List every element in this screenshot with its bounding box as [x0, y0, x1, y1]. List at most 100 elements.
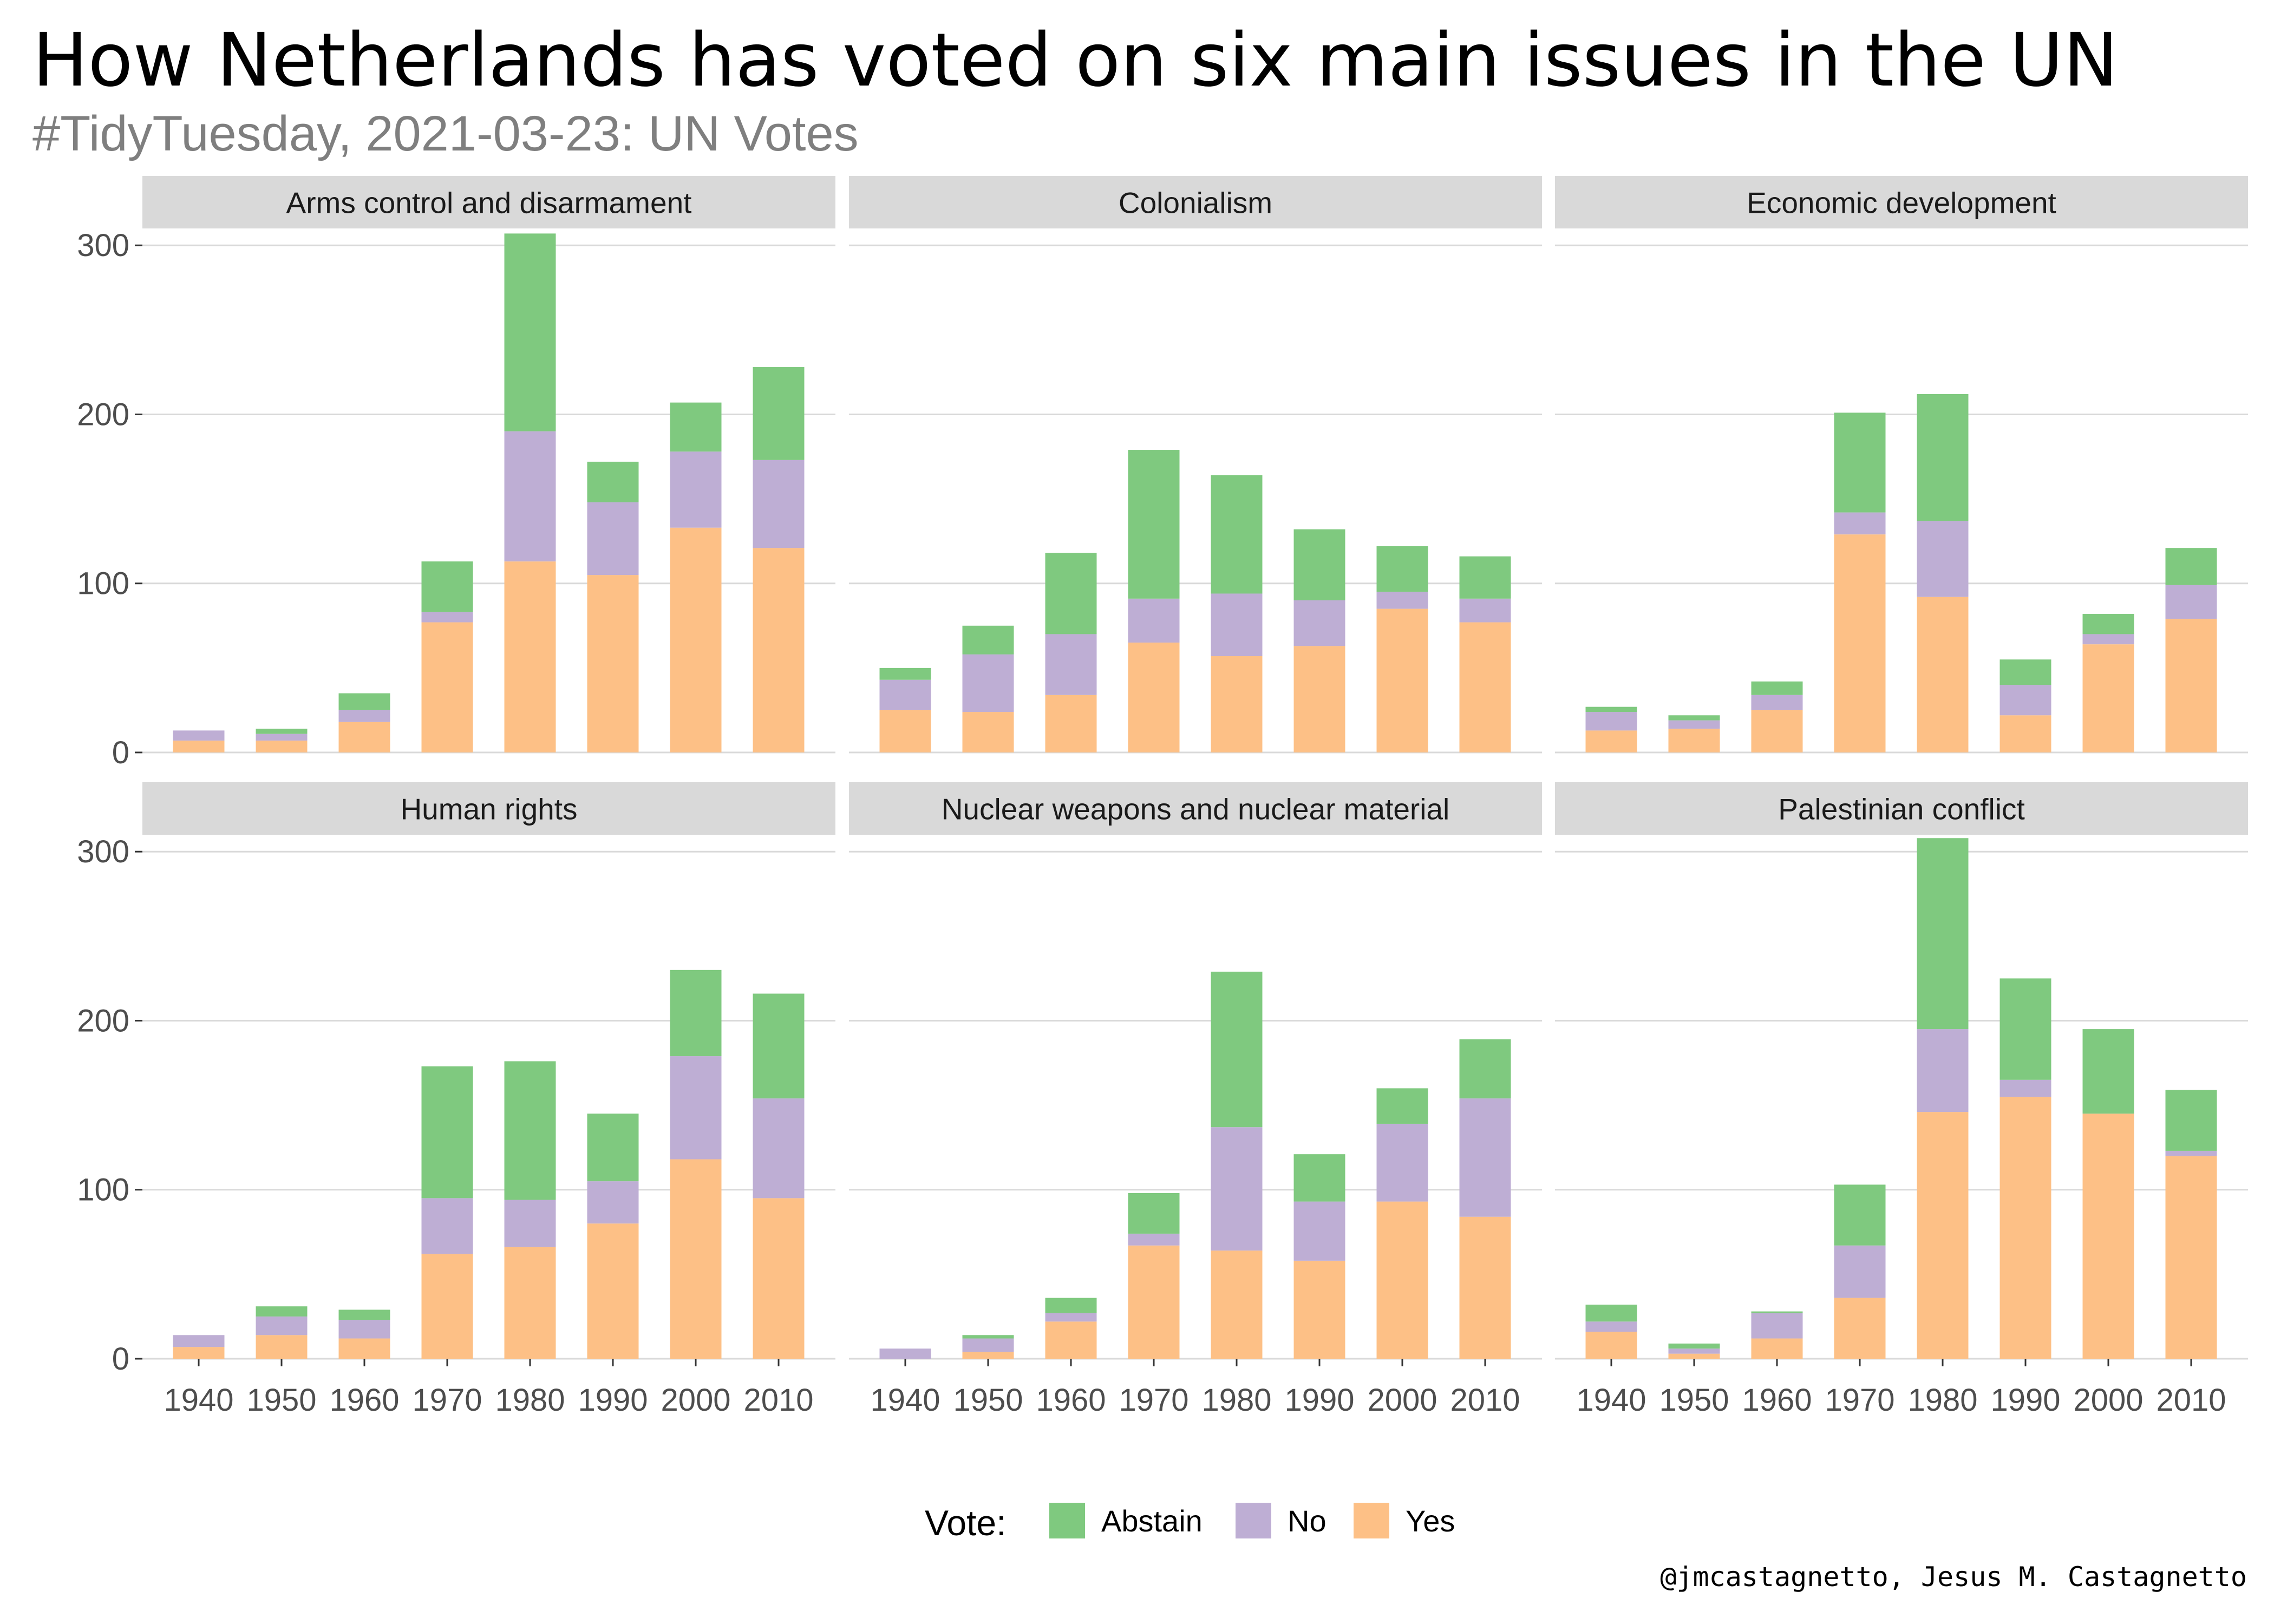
facet-strip-label: Economic development — [1747, 186, 2056, 220]
bar-yes-1960 — [1045, 695, 1097, 752]
bar-no-1940 — [173, 1335, 225, 1347]
facet-strip — [1555, 782, 2248, 835]
x-tick-label: 1980 — [1201, 1383, 1271, 1418]
x-tick-label: 2010 — [2156, 1383, 2226, 1418]
bar-no-2000 — [670, 1056, 722, 1160]
y-tick-label: 200 — [77, 397, 129, 432]
bar-abstain-1980 — [1917, 838, 1969, 1030]
bar-no-2010 — [753, 1098, 805, 1199]
bar-no-1980 — [504, 1200, 556, 1247]
bar-abstain-1960 — [1751, 681, 1803, 695]
bar-yes-1940 — [1585, 1332, 1637, 1359]
facet-strip — [849, 782, 1542, 835]
bar-no-1950 — [256, 734, 308, 741]
bar-abstain-2000 — [670, 402, 722, 452]
bar-abstain-2000 — [1376, 1088, 1428, 1124]
bar-no-1960 — [338, 710, 390, 722]
bar-abstain-1980 — [1917, 394, 1969, 521]
bar-abstain-1950 — [1668, 1343, 1720, 1349]
bar-no-1970 — [1834, 512, 1886, 535]
bar-yes-1960 — [1045, 1321, 1097, 1359]
bar-no-1970 — [421, 1198, 473, 1254]
bar-abstain-1970 — [421, 1066, 473, 1199]
bar-abstain-2000 — [2082, 1029, 2134, 1114]
bar-abstain-1940 — [1585, 706, 1637, 712]
bar-yes-2010 — [2165, 1156, 2217, 1359]
bar-no-1970 — [1128, 598, 1180, 643]
bar-no-1990 — [1999, 685, 2051, 716]
bar-abstain-1990 — [1293, 1154, 1345, 1202]
bar-abstain-1970 — [1128, 450, 1180, 599]
bar-no-1960 — [1045, 1313, 1097, 1322]
x-tick-label: 1960 — [1742, 1383, 1812, 1418]
bar-yes-1970 — [421, 622, 473, 752]
x-tick-label: 1980 — [1907, 1383, 1977, 1418]
panel-human-rights: Human rights 0 100 200 300 1940 1950 1960 1970 19… — [77, 782, 835, 1418]
bar-yes-1960 — [1751, 1338, 1803, 1359]
bar-no-2010 — [2165, 585, 2217, 619]
panel-nuclear-weapons-and-nuclear-material: Nuclear weapons and nuclear material 1940… — [849, 782, 1542, 1418]
bar-no-1950 — [1668, 1348, 1720, 1354]
bar-yes-2010 — [1459, 1216, 1511, 1359]
bar-yes-1970 — [1128, 643, 1180, 752]
bar-abstain-1960 — [338, 693, 390, 710]
facet-strip-label: Palestinian conflict — [1778, 793, 2025, 826]
x-tick-label: 1980 — [495, 1383, 565, 1418]
y-tick-label: 0 — [112, 1341, 129, 1377]
bar-abstain-1940 — [879, 667, 931, 680]
bar-no-1950 — [962, 1338, 1014, 1352]
bar-yes-1950 — [256, 741, 308, 752]
bar-no-1980 — [1211, 593, 1263, 657]
y-tick-label: 0 — [112, 735, 129, 770]
bar-no-1990 — [587, 502, 639, 575]
bar-yes-1950 — [1668, 729, 1720, 752]
bar-no-1960 — [1045, 634, 1097, 695]
bar-yes-1970 — [1834, 1298, 1886, 1359]
x-tick-label: 1940 — [870, 1383, 940, 1418]
facet-strip-label: Nuclear weapons and nuclear material — [942, 793, 1450, 826]
bar-abstain-1990 — [587, 1114, 639, 1182]
bar-no-2010 — [753, 460, 805, 548]
bar-abstain-1980 — [504, 233, 556, 431]
bar-abstain-1980 — [504, 1061, 556, 1200]
bar-abstain-2010 — [1459, 556, 1511, 599]
bar-abstain-1960 — [1045, 553, 1097, 634]
bar-no-1990 — [1293, 1201, 1345, 1261]
y-tick-label: 100 — [77, 1173, 129, 1208]
bar-abstain-2000 — [670, 970, 722, 1057]
facet-strip — [142, 176, 835, 228]
bar-yes-1960 — [338, 1338, 390, 1359]
bar-no-2000 — [1376, 592, 1428, 609]
bar-abstain-1960 — [1045, 1298, 1097, 1313]
bar-yes-1980 — [1211, 656, 1263, 752]
bar-abstain-1970 — [1834, 412, 1886, 513]
x-tick-label: 2000 — [661, 1383, 730, 1418]
bar-yes-1950 — [256, 1335, 308, 1359]
x-tick-label: 1970 — [412, 1383, 482, 1418]
y-tick-label: 100 — [77, 566, 129, 601]
bar-abstain-1970 — [421, 561, 473, 612]
bar-no-1970 — [1834, 1245, 1886, 1298]
bar-yes-2000 — [670, 1159, 722, 1359]
bar-no-2000 — [1376, 1123, 1428, 1202]
bar-no-1970 — [421, 612, 473, 623]
bar-no-1970 — [1128, 1233, 1180, 1246]
x-tick-label: 1940 — [1576, 1383, 1646, 1418]
x-tick-label: 1940 — [164, 1383, 233, 1418]
bar-yes-1940 — [173, 1347, 225, 1359]
bar-no-1940 — [879, 1348, 931, 1359]
bar-yes-1970 — [1834, 534, 1886, 752]
bar-abstain-1950 — [256, 1306, 308, 1317]
bar-abstain-1950 — [256, 729, 308, 734]
panel-colonialism: Colonialism — [849, 176, 1542, 754]
x-tick-label: 2000 — [2073, 1383, 2143, 1418]
bar-abstain-1950 — [1668, 715, 1720, 721]
x-tick-label: 1990 — [578, 1383, 648, 1418]
bar-no-1980 — [1917, 521, 1969, 597]
bar-yes-1990 — [1293, 1260, 1345, 1359]
legend-label-no: No — [1288, 1504, 1327, 1538]
bar-yes-1950 — [1668, 1353, 1720, 1359]
chart-caption: @jmcastagnetto, Jesus M. Castagnetto — [1660, 1561, 2247, 1593]
facet-strip — [142, 782, 835, 835]
bar-no-1940 — [1585, 1321, 1637, 1332]
